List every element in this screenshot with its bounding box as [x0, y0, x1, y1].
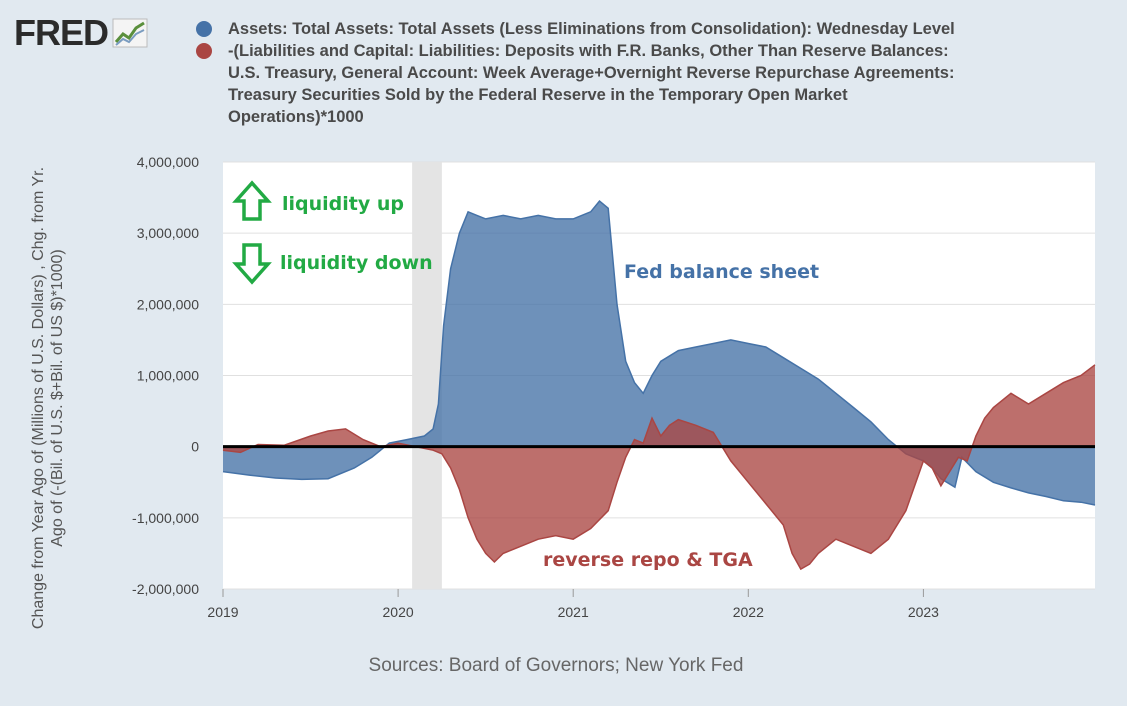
arrow-down-icon: [232, 243, 272, 285]
y-tick-label: -1,000,000: [132, 510, 199, 526]
legend-label-rrp-tga-line-1: -(Liabilities and Capital: Liabilities: …: [228, 42, 949, 60]
y-tick-label: 1,000,000: [137, 368, 199, 384]
y-tick-label: 4,000,000: [137, 154, 199, 170]
series-line-1: [222, 200, 1096, 506]
legend-label-rrp-tga-line-3: Treasury Securities Sold by the Federal …: [228, 86, 848, 104]
y-tick-label: 2,000,000: [137, 296, 199, 312]
x-tick-label: 2019: [207, 604, 238, 620]
legend-item-total-assets[interactable]: Assets: Total Assets: Total Assets (Less…: [196, 18, 1096, 40]
x-tick-label: 2021: [558, 604, 589, 620]
annotation-liquidity-up: liquidity up: [282, 193, 404, 215]
annotation-liquidity-down: liquidity down: [280, 252, 433, 274]
annotations: liquidity up liquidity down Fed balance sh…: [232, 180, 819, 571]
x-tick-label: 2023: [908, 604, 939, 620]
y-tick-label: 0: [191, 439, 199, 455]
x-tick-label: 2020: [383, 604, 414, 620]
fred-logo[interactable]: FRED: [14, 12, 148, 54]
legend-swatch-total-assets: [196, 21, 212, 37]
legend-label-rrp-tga-line-2: U.S. Treasury, General Account: Week Ave…: [228, 64, 955, 82]
fred-logo-graph-icon: [112, 18, 148, 48]
legend-swatch-rrp-tga: [196, 43, 212, 59]
arrow-up-icon: [232, 180, 272, 221]
annotation-reverse-repo-tga: reverse repo & TGA: [543, 549, 753, 571]
legend-label-total-assets: Assets: Total Assets: Total Assets (Less…: [228, 20, 955, 38]
sources-note: Sources: Board of Governors; New York Fe…: [368, 655, 744, 676]
y-tick-label: 3,000,000: [137, 225, 199, 241]
annotation-fed-balance-sheet: Fed balance sheet: [624, 261, 819, 283]
recession-band: [412, 162, 442, 589]
x-tick-labels: 2019 2020 2021 2022 2023: [207, 589, 939, 620]
legend-label-rrp-tga-line-4: Operations)*1000: [228, 108, 364, 126]
y-tick-labels: 4,000,000 3,000,000 2,000,000 1,000,000 0 -1,…: [132, 154, 199, 597]
series-area-2[interactable]: [223, 364, 1095, 570]
x-tick-label: 2022: [733, 604, 764, 620]
fred-logo-text: FRED: [14, 12, 109, 53]
chart-legend: Assets: Total Assets: Total Assets (Less…: [196, 18, 1096, 128]
y-tick-label: -2,000,000: [132, 581, 199, 597]
legend-item-rrp-tga[interactable]: -(Liabilities and Capital: Liabilities: …: [196, 40, 1096, 128]
